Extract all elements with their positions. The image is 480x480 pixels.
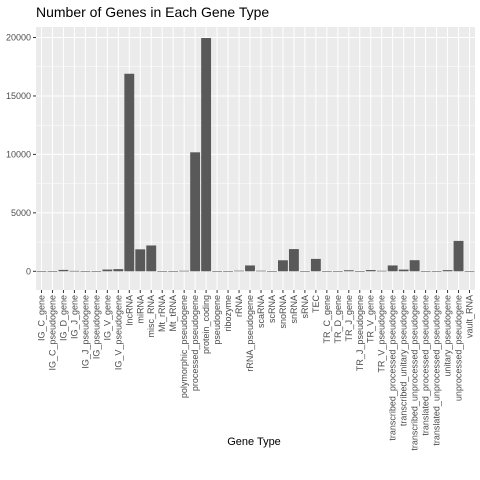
bar-TR_J_pseudogene (354, 271, 365, 272)
chart-title: Number of Genes in Each Gene Type (36, 4, 269, 20)
bar-rRNA_pseudogene (245, 265, 255, 272)
x-tick-label: unprocessed_pseudogene (454, 295, 464, 401)
x-tick-label: TR_J_pseudogene (355, 295, 365, 371)
bar-IG_V_pseudogene (113, 269, 124, 272)
bar-Mt_tRNA (168, 271, 179, 272)
x-tick-label: IG_V_pseudogene (113, 295, 123, 370)
y-tick-label: 15000 (6, 91, 31, 101)
x-tick-label: ribozyme (223, 295, 233, 332)
x-tick-label: IG_J_gene (69, 295, 79, 339)
x-tick-label: IG_J_pseudogene (80, 295, 90, 369)
x-tick-label: scaRNA (256, 295, 266, 328)
x-tick-label: IG_pseudogene (91, 295, 101, 359)
x-tick-label: polymorphic_pseudogene (179, 295, 189, 398)
x-tick-label: rRNA_pseudogene (245, 295, 255, 372)
x-tick-label: protein_coding (201, 295, 211, 354)
y-axis-ticks: 0 5000 10000 15000 20000 (6, 33, 36, 276)
x-tick-label: processed_pseudogene (190, 295, 200, 391)
y-tick-label: 10000 (6, 149, 31, 159)
x-tick-label: transcribed_unprocessed_pseudogene (410, 295, 420, 451)
bar-transcribed_unitary_pseudogene (398, 269, 409, 272)
bars (36, 37, 475, 272)
bar-TR_J_gene (343, 270, 354, 272)
bar-transcribed_processed_pseudogene (387, 265, 398, 272)
bar-scRNA (267, 271, 277, 272)
bar-lncRNA (124, 73, 135, 272)
bar-unitary_pseudogene (442, 270, 453, 272)
bar-Mt_rRNA (157, 271, 168, 272)
bar-TR_C_gene (321, 271, 332, 272)
x-tick-label: pseudogene (212, 295, 222, 345)
x-tick-label: sRNA (300, 295, 310, 319)
bar-IG_pseudogene (91, 271, 102, 272)
x-tick-label: IG_C_pseudogene (47, 295, 57, 371)
y-tick-label: 0 (26, 266, 31, 276)
x-tick-label: translated_processed_pseudogene (421, 295, 431, 436)
bar-translated_unprocessed_pseudogene (431, 271, 442, 272)
x-tick-label: TEC (311, 294, 321, 313)
bar-TR_D_gene (332, 271, 343, 272)
bar-vault_RNA (464, 271, 475, 272)
bar-IG_J_pseudogene (80, 271, 91, 272)
y-tick-label: 20000 (6, 33, 31, 43)
bar-IG_D_gene (58, 269, 69, 272)
bar-TEC (310, 258, 321, 272)
x-tick-label: Mt_tRNA (168, 295, 178, 332)
bar-misc_RNA (146, 245, 157, 272)
x-tick-label: IG_C_gene (36, 295, 46, 341)
bar-translated_processed_pseudogene (420, 271, 431, 272)
x-tick-label: misc_RNA (146, 295, 156, 338)
x-tick-label: transcribed_unitary_pseudogene (399, 295, 409, 426)
bar-IG_C_pseudogene (47, 271, 58, 272)
x-tick-label: transcribed_processed_pseudogene (388, 295, 398, 441)
x-tick-label: snoRNA (278, 295, 288, 329)
x-tick-label: TR_D_gene (333, 295, 343, 344)
x-tick-label: unitary_pseudogene (443, 295, 453, 377)
bar-transcribed_unprocessed_pseudogene (409, 260, 420, 272)
x-tick-label: TR_V_pseudogene (377, 295, 387, 373)
x-tick-label: translated_unprocessed_pseudogene (432, 295, 442, 446)
x-tick-label: Mt_rRNA (157, 295, 167, 332)
bar-miRNA (135, 249, 146, 272)
x-tick-label: TR_V_gene (366, 295, 376, 343)
x-tick-label: snRNA (289, 295, 299, 324)
bar-pseudogene (212, 271, 223, 272)
bar-TR_V_pseudogene (376, 270, 387, 272)
plot-panel (36, 27, 475, 290)
bar-ribozyme (223, 271, 234, 272)
x-tick-label: scRNA (267, 295, 277, 323)
bar-protein_coding (201, 37, 212, 272)
bar-rRNA (234, 270, 244, 272)
x-axis-ticks: IG_C_gene IG_C_pseudogene IG_D_gene IG_J_ge… (36, 290, 475, 451)
x-tick-label: IG_D_gene (58, 295, 68, 341)
x-tick-label: vault_RNA (465, 295, 475, 338)
bar-processed_pseudogene (190, 152, 201, 272)
x-tick-label: miRNA (135, 295, 145, 324)
bar-snoRNA (277, 260, 288, 272)
bar-scaRNA (256, 270, 266, 272)
y-tick-label: 5000 (11, 208, 31, 218)
x-tick-label: TR_C_gene (322, 295, 332, 344)
bar-unprocessed_pseudogene (453, 240, 464, 272)
bar-IG_J_gene (69, 270, 80, 272)
bar-IG_V_gene (102, 269, 113, 272)
x-tick-label: rRNA (234, 295, 244, 317)
x-tick-label: IG_V_gene (102, 295, 112, 341)
bar-TR_V_gene (365, 270, 376, 272)
bar-polymorphic_pseudogene (179, 270, 190, 272)
bar-IG_C_gene (36, 271, 47, 272)
x-axis-title: Gene Type (227, 436, 281, 448)
x-tick-label: lncRNA (124, 295, 134, 326)
bar-snRNA (288, 249, 299, 272)
bar-sRNA (299, 271, 310, 272)
x-tick-label: TR_J_gene (344, 295, 354, 342)
